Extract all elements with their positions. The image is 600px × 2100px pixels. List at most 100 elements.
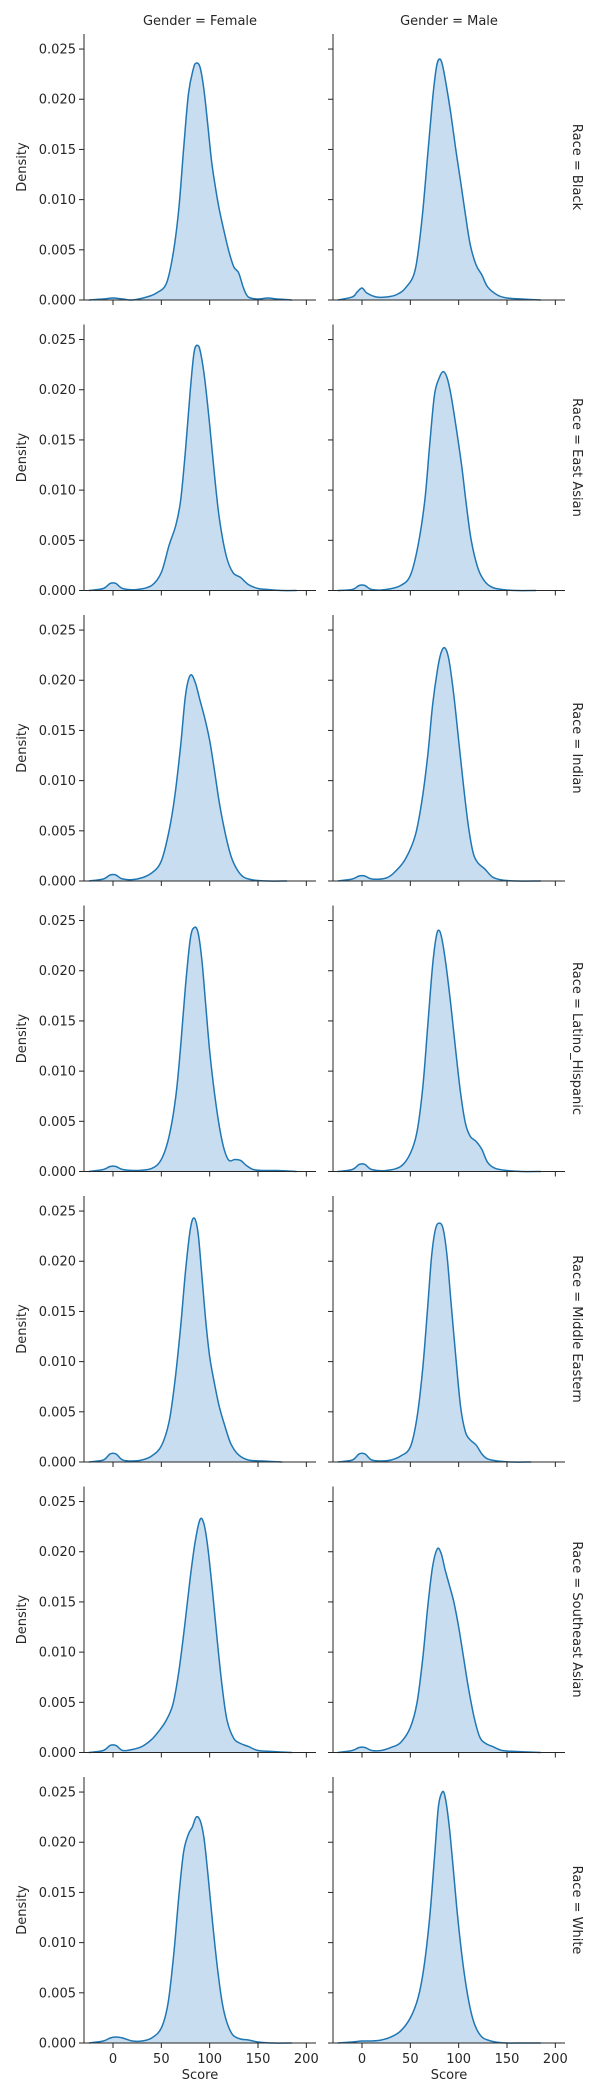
panel-axes — [328, 34, 565, 305]
row-title: Race = Middle Eastern — [569, 1255, 584, 1403]
y-tick-label: 0.015 — [39, 724, 76, 739]
density-area — [88, 674, 287, 882]
panel-axes: 0.000 0.005 0.010 0.015 0.020 0.025 0 50 100 150 2… — [39, 1777, 319, 2083]
density-line — [88, 344, 297, 592]
density-panel — [337, 1790, 541, 2044]
density-line — [88, 1815, 292, 2044]
y-tick-label: 0.020 — [39, 964, 76, 979]
y-tick-label: 0.025 — [39, 333, 76, 348]
y-tick-label: 0.020 — [39, 93, 76, 108]
density-line — [88, 926, 297, 1173]
row-title: Race = Southeast Asian — [569, 1541, 584, 1697]
y-tick-label: 0.000 — [39, 294, 76, 309]
col-title: Gender = Female — [143, 14, 257, 29]
y-tick-label: 0.020 — [39, 1836, 76, 1851]
y-tick-label: 0.015 — [39, 143, 76, 158]
y-tick-label: 0.025 — [39, 1495, 76, 1510]
density-area — [88, 1518, 292, 1753]
density-line — [88, 673, 288, 882]
panel-axes: 0.000 0.005 0.010 0.015 0.020 0.025 — [39, 905, 316, 1180]
y-axis-label: Density — [15, 432, 30, 482]
y-tick-label: 0.020 — [39, 383, 76, 398]
row-title: Race = White — [569, 1866, 584, 1955]
density-line — [337, 929, 541, 1173]
col-title: Gender = Male — [400, 14, 498, 29]
density-panel — [337, 1547, 541, 1754]
y-tick-label: 0.025 — [39, 1205, 76, 1220]
density-panel — [88, 926, 297, 1173]
x-tick-label: 150 — [246, 2052, 271, 2067]
density-line — [88, 1517, 292, 1754]
density-panel — [337, 370, 537, 592]
y-tick-label: 0.000 — [39, 1456, 76, 1471]
y-tick-label: 0.015 — [39, 1886, 76, 1901]
density-panel — [88, 1517, 292, 1754]
x-tick-label: 0 — [358, 2052, 366, 2067]
x-tick-label: 200 — [294, 2052, 319, 2067]
x-tick-label: 0 — [109, 2052, 117, 2067]
density-area — [88, 62, 292, 301]
y-tick-label: 0.025 — [39, 914, 76, 929]
y-axis-label: Density — [15, 142, 30, 192]
y-tick-label: 0.005 — [39, 243, 76, 258]
y-tick-label: 0.025 — [39, 1786, 76, 1801]
panel-axes — [328, 1196, 565, 1467]
density-panel — [88, 62, 292, 301]
row-title: Race = Latino_Hispanic — [569, 962, 584, 1115]
y-tick-label: 0.025 — [39, 624, 76, 639]
density-line — [337, 1547, 541, 1754]
y-tick-label: 0.010 — [39, 484, 76, 499]
y-tick-label: 0.010 — [39, 1065, 76, 1080]
density-panel — [337, 58, 541, 301]
y-tick-label: 0.005 — [39, 1405, 76, 1420]
x-axis-label: Score — [182, 2068, 218, 2083]
y-tick-label: 0.010 — [39, 774, 76, 789]
y-tick-label: 0.015 — [39, 1305, 76, 1320]
panel-axes: 0 50 100 150 200 Score — [328, 1777, 568, 2083]
y-axis-label: Density — [15, 723, 30, 773]
density-area — [337, 58, 541, 300]
panel-axes — [328, 1486, 565, 1758]
y-tick-label: 0.005 — [39, 1696, 76, 1711]
panel-axes — [328, 324, 565, 596]
density-line — [337, 646, 541, 882]
density-area — [337, 930, 541, 1172]
panel-axes: 0.000 0.005 0.010 0.015 0.020 0.025 — [39, 615, 316, 890]
density-area — [337, 1223, 532, 1463]
y-axis-label: Density — [15, 1594, 30, 1644]
y-tick-label: 0.015 — [39, 1595, 76, 1610]
y-tick-label: 0.020 — [39, 674, 76, 689]
y-tick-label: 0.000 — [39, 875, 76, 890]
y-tick-label: 0.000 — [39, 2037, 76, 2052]
panel-axes: 0.000 0.005 0.010 0.015 0.020 0.025 — [39, 1486, 316, 1761]
y-axis-label: Density — [15, 1304, 30, 1354]
density-area — [88, 927, 297, 1172]
density-line — [337, 58, 541, 301]
x-tick-label: 100 — [446, 2052, 471, 2067]
y-tick-label: 0.010 — [39, 193, 76, 208]
density-panel — [337, 646, 541, 882]
y-tick-label: 0.005 — [39, 1986, 76, 2001]
row-title: Race = East Asian — [569, 398, 584, 517]
y-tick-label: 0.025 — [39, 43, 76, 58]
density-line — [88, 1217, 283, 1463]
density-panel — [88, 344, 297, 592]
x-axis-label: Score — [431, 2068, 467, 2083]
panel-axes: 0.000 0.005 0.010 0.015 0.020 0.025 — [39, 34, 316, 309]
panel-axes: 0.000 0.005 0.010 0.015 0.020 0.025 — [39, 324, 316, 599]
y-tick-label: 0.015 — [39, 433, 76, 448]
density-area — [337, 371, 536, 591]
x-tick-label: 200 — [543, 2052, 568, 2067]
density-line — [337, 1222, 532, 1463]
y-tick-label: 0.000 — [39, 1165, 76, 1180]
y-tick-label: 0.005 — [39, 824, 76, 839]
density-line — [88, 62, 292, 301]
y-tick-label: 0.010 — [39, 1936, 76, 1951]
density-area — [88, 345, 297, 591]
panel-axes — [328, 905, 565, 1177]
y-tick-label: 0.005 — [39, 534, 76, 549]
x-tick-label: 50 — [153, 2052, 170, 2067]
row-title: Race = Black — [569, 124, 584, 211]
panel-axes — [328, 615, 565, 886]
y-axis-label: Density — [15, 1885, 30, 1935]
